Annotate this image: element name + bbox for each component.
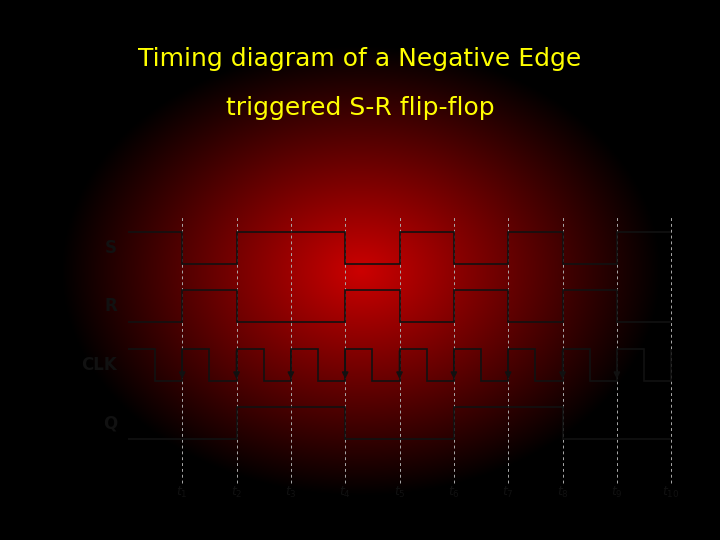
Text: $t_9$: $t_9$ <box>611 485 623 500</box>
Text: $t_4$: $t_4$ <box>339 485 351 500</box>
Text: Timing diagram of a Negative Edge: Timing diagram of a Negative Edge <box>138 48 582 71</box>
Text: $t_5$: $t_5$ <box>394 485 405 500</box>
Text: R: R <box>104 297 117 315</box>
Text: $t_7$: $t_7$ <box>503 485 514 500</box>
Text: CLK: CLK <box>81 356 117 374</box>
Text: triggered S-R flip-flop: triggered S-R flip-flop <box>225 96 495 120</box>
Text: $t_3$: $t_3$ <box>285 485 297 500</box>
Text: $t_2$: $t_2$ <box>230 485 242 500</box>
Text: $t_6$: $t_6$ <box>448 485 460 500</box>
Text: S: S <box>105 239 117 256</box>
Text: Q: Q <box>103 414 117 432</box>
Text: $t_{10}$: $t_{10}$ <box>662 485 680 500</box>
Text: $t_1$: $t_1$ <box>176 485 188 500</box>
Text: $t_8$: $t_8$ <box>557 485 569 500</box>
